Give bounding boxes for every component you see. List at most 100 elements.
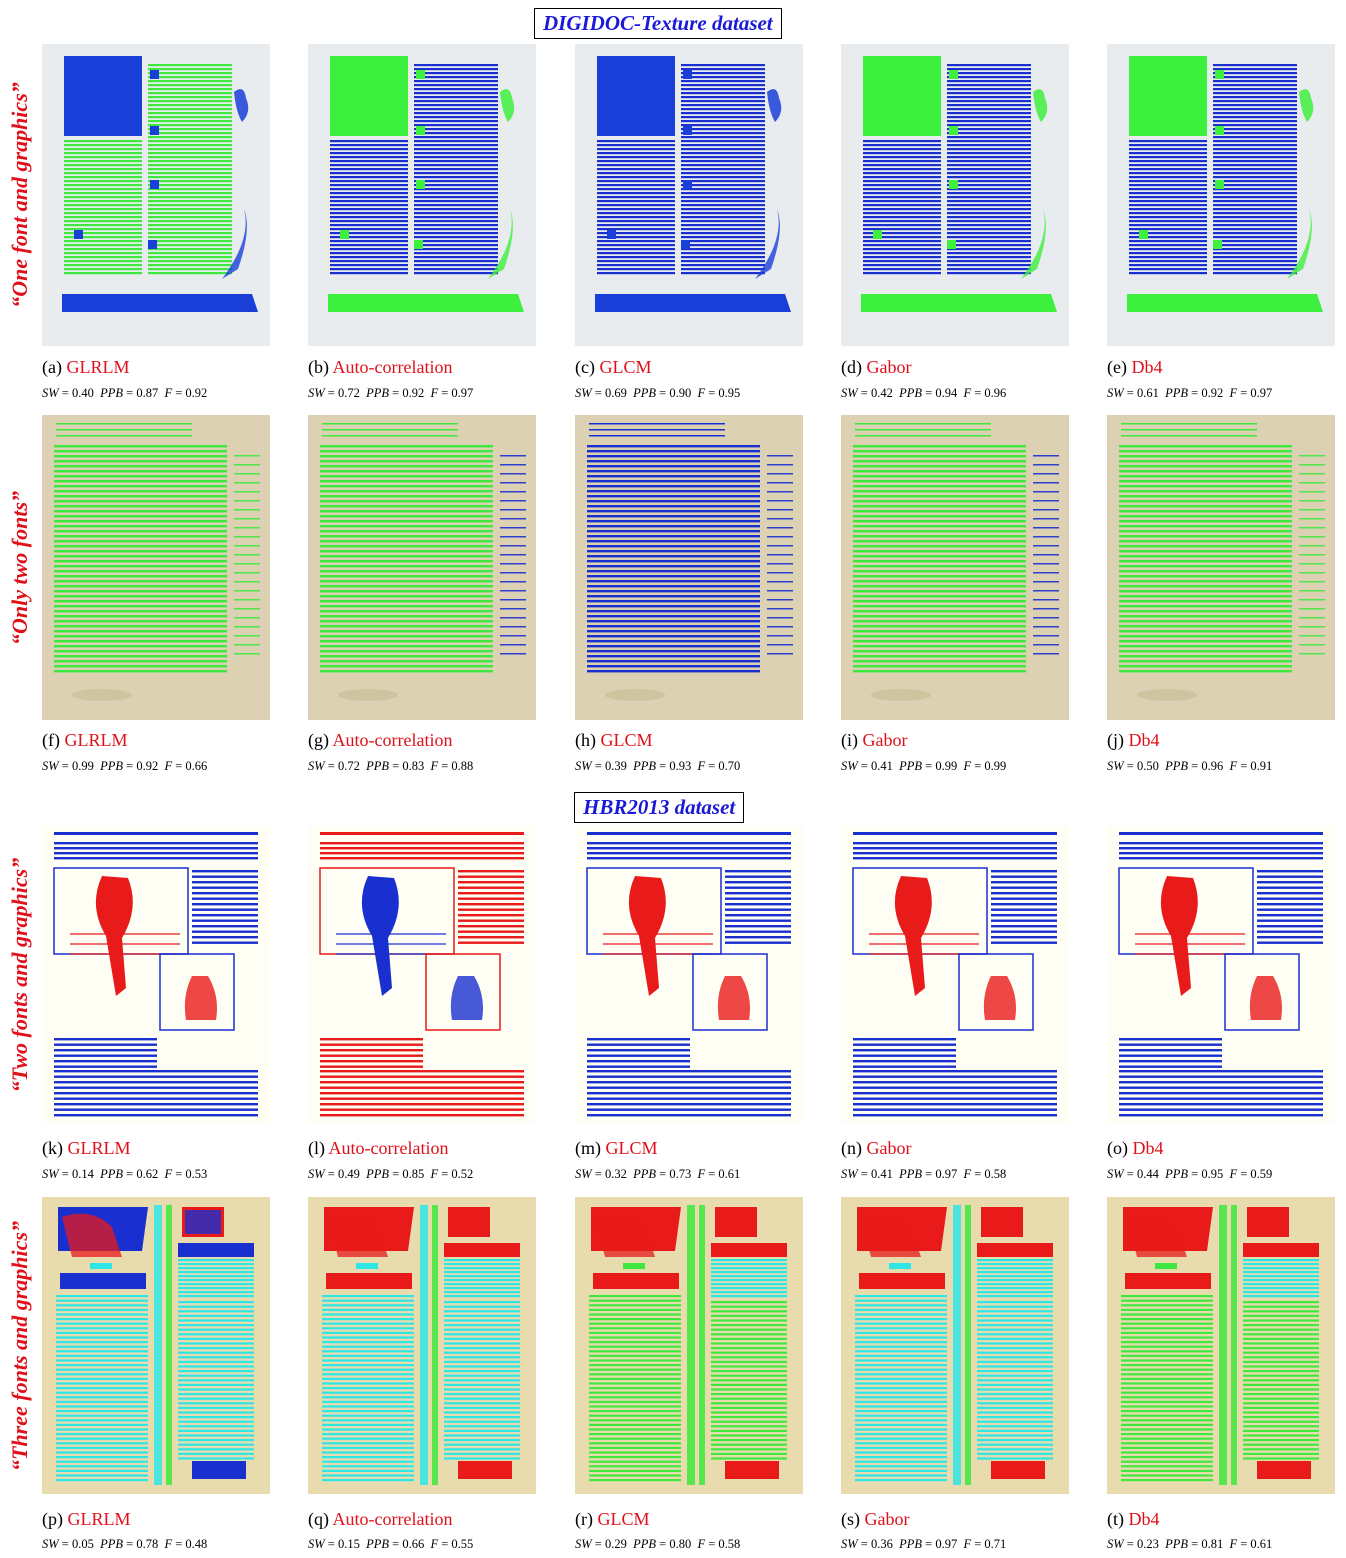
- ppb-label: PPB: [366, 1167, 390, 1181]
- ppb-value: 0.80: [669, 1537, 692, 1551]
- equals-sign: =: [1240, 759, 1248, 773]
- equals-sign: =: [126, 759, 134, 773]
- segmentation-map: [1107, 1197, 1335, 1494]
- f-label: F: [963, 1167, 972, 1181]
- panel-caption: (e) Db4: [1107, 357, 1162, 378]
- sw-value: 0.41: [870, 759, 893, 773]
- f-value: 0.53: [185, 1167, 208, 1181]
- equals-sign: =: [327, 759, 335, 773]
- row-label: “One font and graphics”: [7, 82, 32, 308]
- result-image: [841, 44, 1069, 346]
- panel-metrics: SW = 0.23 PPB = 0.81 F = 0.61: [1107, 1537, 1272, 1552]
- result-image: [308, 415, 536, 720]
- panel-letter: (i): [841, 730, 858, 750]
- panel-caption: (o) Db4: [1107, 1138, 1164, 1159]
- ppb-label: PPB: [899, 759, 923, 773]
- panel-caption: (t) Db4: [1107, 1509, 1160, 1530]
- ppb-label: PPB: [1165, 759, 1189, 773]
- method-name: Db4: [1128, 1509, 1160, 1529]
- sw-value: 0.49: [337, 1167, 360, 1181]
- panel-caption: (d) Gabor: [841, 357, 911, 378]
- equals-sign: =: [659, 1537, 667, 1551]
- equals-sign: =: [175, 1167, 183, 1181]
- f-label: F: [1229, 759, 1238, 773]
- equals-sign: =: [594, 759, 602, 773]
- method-name: Gabor: [862, 730, 908, 750]
- f-label: F: [1229, 1167, 1238, 1181]
- equals-sign: =: [1240, 1167, 1248, 1181]
- method-name: GLRLM: [67, 1509, 131, 1529]
- ppb-label: PPB: [633, 386, 657, 400]
- result-image: [575, 1197, 803, 1494]
- equals-sign: =: [126, 386, 134, 400]
- method-name: GLCM: [605, 1138, 658, 1158]
- equals-sign: =: [392, 1167, 400, 1181]
- panel-letter: (r): [575, 1509, 593, 1529]
- equals-sign: =: [327, 386, 335, 400]
- figure-graphic: [894, 876, 932, 996]
- equals-sign: =: [1126, 1537, 1134, 1551]
- f-label: F: [164, 1537, 173, 1551]
- equals-sign: =: [441, 1537, 449, 1551]
- f-value: 0.88: [451, 759, 474, 773]
- segmentation-map: [308, 44, 536, 346]
- f-value: 0.66: [185, 759, 208, 773]
- panel-letter: (h): [575, 730, 596, 750]
- panel-metrics: SW = 0.36 PPB = 0.97 F = 0.71: [841, 1537, 1006, 1552]
- equals-sign: =: [860, 386, 868, 400]
- f-value: 0.61: [718, 1167, 741, 1181]
- f-value: 0.97: [1250, 386, 1273, 400]
- result-image: [42, 826, 270, 1123]
- equals-sign: =: [175, 386, 183, 400]
- figure-graphic: [361, 876, 399, 996]
- equals-sign: =: [1240, 1537, 1248, 1551]
- ppb-value: 0.62: [136, 1167, 159, 1181]
- segmentation-map: [42, 44, 270, 346]
- segmentation-map: [308, 415, 536, 720]
- panel-letter: (c): [575, 357, 595, 377]
- ppb-value: 0.97: [935, 1167, 958, 1181]
- sw-value: 0.42: [870, 386, 893, 400]
- graphic-block: [330, 56, 408, 136]
- ppb-label: PPB: [899, 1537, 923, 1551]
- segmentation-map: [42, 826, 270, 1123]
- sw-label: SW: [1107, 759, 1124, 773]
- ppb-label: PPB: [899, 386, 923, 400]
- panel-letter: (t): [1107, 1509, 1124, 1529]
- panel-caption: (n) Gabor: [841, 1138, 911, 1159]
- f-value: 0.55: [451, 1537, 474, 1551]
- equals-sign: =: [594, 386, 602, 400]
- f-label: F: [963, 386, 972, 400]
- ppb-label: PPB: [1165, 386, 1189, 400]
- panel-caption: (k) GLRLM: [42, 1138, 131, 1159]
- panel-caption: (i) Gabor: [841, 730, 907, 751]
- method-name: Gabor: [866, 357, 912, 377]
- panel-letter: (k): [42, 1138, 63, 1158]
- f-value: 0.99: [984, 759, 1007, 773]
- method-name: Auto-correlation: [328, 1138, 449, 1158]
- ppb-value: 0.81: [1201, 1537, 1224, 1551]
- panel-letter: (p): [42, 1509, 63, 1529]
- dataset-title: HBR2013 dataset: [574, 792, 745, 823]
- method-name: Auto-correlation: [332, 1509, 453, 1529]
- sw-label: SW: [841, 759, 858, 773]
- panel-caption: (m) GLCM: [575, 1138, 658, 1159]
- panel-letter: (g): [308, 730, 329, 750]
- equals-sign: =: [708, 1167, 716, 1181]
- equals-sign: =: [1191, 1167, 1199, 1181]
- dataset-title: DIGIDOC-Texture dataset: [534, 8, 782, 39]
- panel-caption: (j) Db4: [1107, 730, 1160, 751]
- sw-value: 0.32: [604, 1167, 627, 1181]
- f-label: F: [430, 1537, 439, 1551]
- equals-sign: =: [1126, 1167, 1134, 1181]
- sw-label: SW: [1107, 1537, 1124, 1551]
- segmentation-map: [841, 1197, 1069, 1494]
- equals-sign: =: [441, 386, 449, 400]
- f-value: 0.95: [718, 386, 741, 400]
- result-image: [841, 826, 1069, 1123]
- sw-label: SW: [308, 759, 325, 773]
- figure-graphic: [628, 876, 666, 996]
- equals-sign: =: [327, 1167, 335, 1181]
- sw-value: 0.41: [870, 1167, 893, 1181]
- ppb-value: 0.73: [669, 1167, 692, 1181]
